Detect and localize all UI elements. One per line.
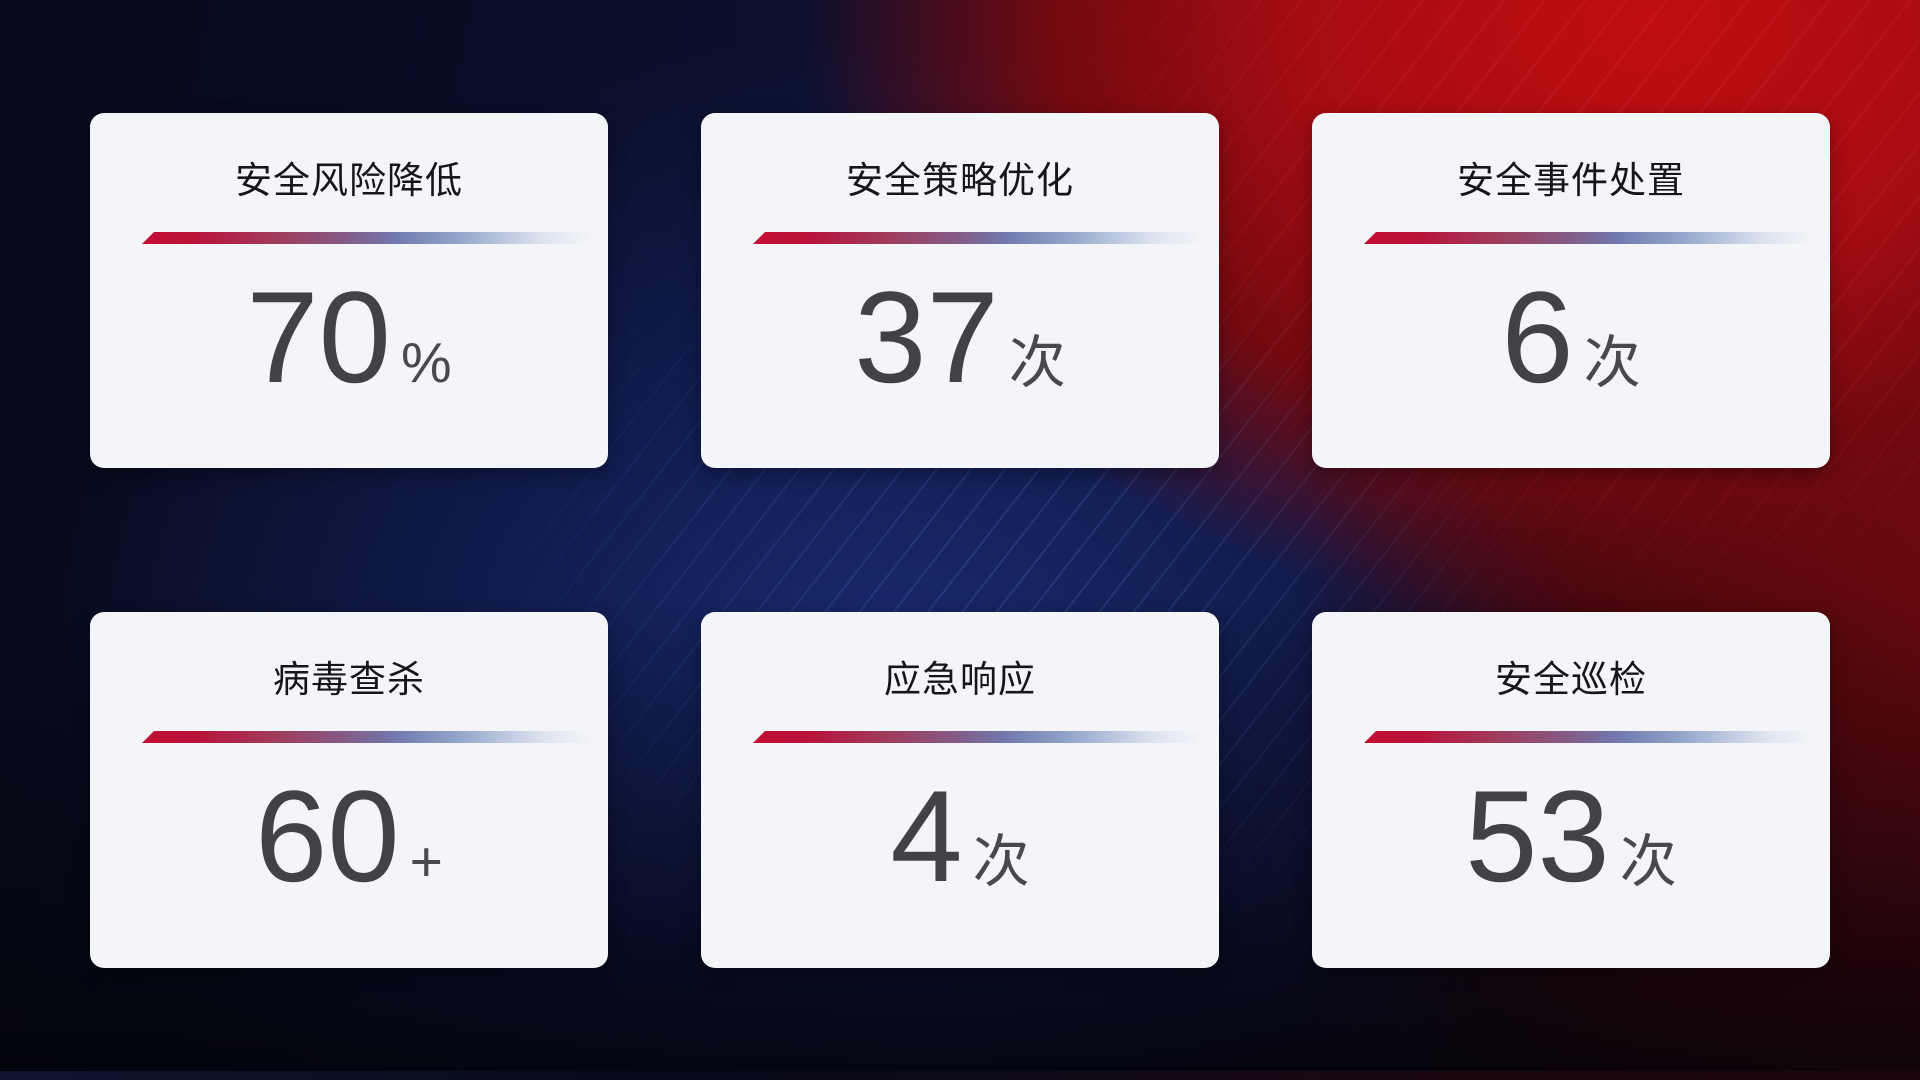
card-value: 37: [854, 264, 999, 410]
divider-line: [753, 731, 1203, 743]
card-unit: %: [400, 331, 452, 395]
card-title: 安全风险降低: [235, 160, 463, 201]
stat-card: 病毒查杀 60 +: [90, 612, 608, 968]
card-title: 病毒查杀: [273, 659, 425, 700]
card-value-row: 4 次: [701, 771, 1219, 901]
divider-line: [142, 731, 592, 743]
stat-card: 安全巡检 53 次: [1312, 612, 1830, 968]
card-unit: 次: [972, 830, 1030, 894]
card-value-row: 53 次: [1312, 771, 1830, 901]
card-value-row: 60 +: [90, 771, 608, 901]
card-title: 安全事件处置: [1457, 160, 1685, 201]
floor-glow-strip: [0, 1071, 1920, 1080]
stat-card: 安全策略优化 37 次: [701, 113, 1219, 468]
card-unit: +: [409, 830, 443, 894]
stat-card: 安全风险降低 70 %: [90, 113, 608, 468]
divider-line: [753, 232, 1203, 244]
card-unit: 次: [1619, 830, 1677, 894]
card-value-row: 70 %: [90, 272, 608, 402]
card-title: 安全策略优化: [846, 160, 1074, 201]
card-value: 53: [1465, 763, 1610, 909]
card-value-row: 6 次: [1312, 272, 1830, 402]
stat-card: 应急响应 4 次: [701, 612, 1219, 968]
card-value-row: 37 次: [701, 272, 1219, 402]
card-value: 4: [890, 763, 963, 909]
card-value: 70: [246, 264, 391, 410]
card-title: 安全巡检: [1495, 659, 1647, 700]
divider-line: [142, 232, 592, 244]
card-unit: 次: [1583, 331, 1641, 395]
card-value: 60: [255, 763, 400, 909]
card-unit: 次: [1008, 331, 1066, 395]
stat-card: 安全事件处置 6 次: [1312, 113, 1830, 468]
stats-grid: 安全风险降低 70 % 安全策略优化 37 次 安全事件处置 6 次 病毒查杀 …: [90, 113, 1830, 968]
divider-line: [1364, 731, 1814, 743]
card-value: 6: [1501, 264, 1574, 410]
card-title: 应急响应: [884, 659, 1036, 700]
divider-line: [1364, 232, 1814, 244]
